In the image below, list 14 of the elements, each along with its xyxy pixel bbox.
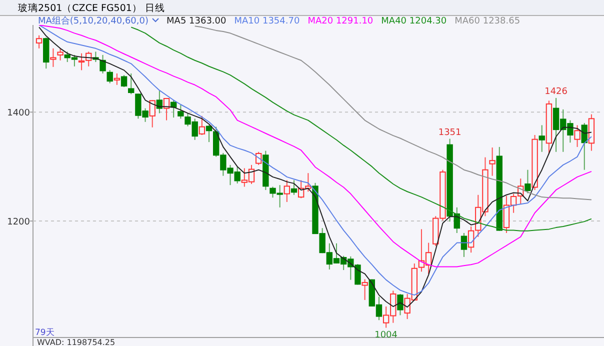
annotation: 79天 <box>35 327 55 338</box>
text: MA20 1291.10 <box>308 16 374 26</box>
legend-title: MA组合(5,10,20,40,60,0) <box>38 16 149 26</box>
annotation: 1351 <box>438 128 462 138</box>
annotation: 1426 <box>544 86 568 97</box>
text: MA40 1204.30 <box>381 16 447 26</box>
text: MA5 1363.00 <box>166 16 227 26</box>
text: MA60 1238.65 <box>454 16 520 26</box>
y-tick-label: 1200 <box>7 218 30 228</box>
annotation: 1004 <box>374 330 398 341</box>
text: MA10 1354.70 <box>234 16 300 26</box>
chart-title: 玻璃2501（CZCE FG501） 日线 <box>18 2 165 14</box>
y-tick-label: 1400 <box>7 108 30 119</box>
text: WVAD: 1198754.25 <box>37 338 116 346</box>
